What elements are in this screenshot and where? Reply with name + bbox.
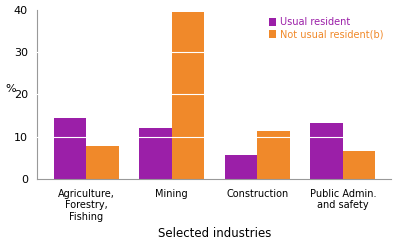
Bar <box>54 118 86 179</box>
Bar <box>225 155 257 179</box>
X-axis label: Selected industries: Selected industries <box>158 228 271 240</box>
Bar <box>139 128 172 179</box>
Y-axis label: %: % <box>6 84 16 94</box>
Bar <box>172 12 204 179</box>
Bar <box>257 131 290 179</box>
Bar <box>86 146 119 179</box>
Bar <box>310 123 343 179</box>
Legend: Usual resident, Not usual resident(b): Usual resident, Not usual resident(b) <box>266 15 387 42</box>
Bar <box>343 151 375 179</box>
